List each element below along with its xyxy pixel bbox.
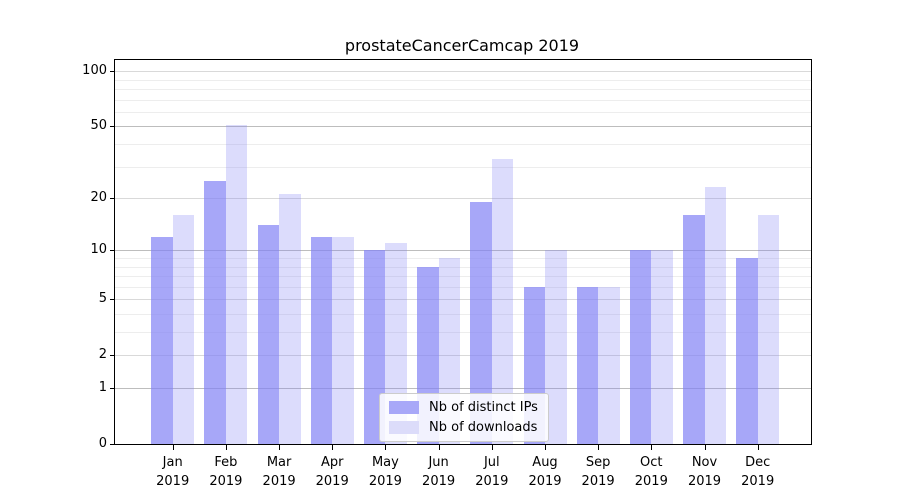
bar-downloads-oct — [651, 250, 673, 444]
y-tick-mark-20 — [110, 198, 114, 200]
y-tick-label-10: 10 — [90, 242, 107, 258]
bar-distinct-ips-sep — [576, 286, 599, 444]
gridline-y20 — [115, 198, 811, 200]
bar-downloads-nov — [704, 187, 726, 444]
gridline-minor-y4 — [115, 314, 811, 315]
bar-downloads-sep — [598, 286, 620, 444]
gridline-minor-y30 — [115, 166, 811, 168]
x-tick-label-oct: Oct 2019 — [634, 455, 668, 489]
y-tick-mark-0 — [110, 444, 114, 445]
bar-downloads-mar — [279, 194, 301, 444]
x-tick-label-nov: Nov 2019 — [687, 455, 722, 489]
gridline-minor-y70 — [115, 99, 811, 101]
bar-distinct-ips-oct — [629, 250, 652, 444]
bar-downloads-feb — [225, 124, 248, 444]
x-tick-mark-dec — [757, 445, 759, 450]
x-tick-label-dec: Dec 2019 — [741, 455, 775, 489]
gridline-y100 — [115, 71, 811, 73]
gridline-minor-y7 — [115, 276, 811, 277]
x-tick-label-jun: Jun 2019 — [422, 455, 456, 489]
gridline-y50 — [115, 126, 811, 128]
bar-downloads-jan — [172, 215, 195, 444]
y-tick-label-20: 20 — [90, 190, 107, 206]
bar-distinct-ips-apr — [310, 236, 333, 444]
gridline-y1 — [115, 388, 811, 389]
y-tick-label-0: 0 — [98, 436, 107, 451]
bar-downloads-jul — [491, 159, 514, 444]
x-tick-mark-apr — [332, 445, 334, 450]
gridline-minor-y9 — [115, 258, 811, 259]
bar-distinct-ips-mar — [257, 225, 280, 444]
legend-label-downloads: Nb of downloads — [429, 420, 538, 435]
gridline-minor-y60 — [115, 111, 811, 113]
x-tick-label-sep: Sep 2019 — [581, 455, 615, 489]
gridline-y2 — [115, 355, 811, 357]
legend-item-downloads: Nb of downloads — [389, 420, 538, 435]
x-tick-label-apr: Apr 2019 — [315, 455, 349, 489]
gridline-minor-y8 — [115, 266, 811, 268]
x-tick-label-aug: Aug 2019 — [528, 455, 562, 489]
x-tick-mark-mar — [279, 445, 281, 450]
bar-downloads-aug — [545, 250, 567, 444]
gridline-minor-y3 — [115, 332, 811, 333]
bar-downloads-apr — [332, 236, 354, 444]
y-tick-mark-50 — [110, 126, 114, 128]
gridline-minor-y40 — [115, 144, 811, 145]
x-tick-mark-sep — [598, 445, 600, 450]
y-tick-label-1: 1 — [98, 380, 107, 395]
chart-title: prostateCancerCamcap 2019 — [344, 36, 580, 55]
y-tick-label-50: 50 — [90, 118, 107, 134]
x-tick-label-feb: Feb 2019 — [209, 455, 243, 489]
x-tick-mark-oct — [651, 445, 653, 450]
plot-area: 100 50 20 10 5 2 1 0 Jan 2019 Feb 2019 Mar 2019 Apr… — [82, 59, 812, 489]
gridline-y5 — [115, 299, 811, 301]
y-tick-label-100: 100 — [82, 63, 107, 79]
x-tick-mark-jul — [491, 445, 493, 450]
legend-swatch-downloads — [389, 421, 419, 434]
bar-distinct-ips-dec — [736, 258, 758, 444]
y-tick-mark-5 — [110, 299, 114, 301]
gridline-minor-y90 — [115, 79, 811, 81]
bar-distinct-ips-nov — [683, 215, 705, 444]
x-tick-mark-aug — [545, 445, 546, 450]
y-tick-mark-100 — [110, 71, 114, 73]
bar-distinct-ips-feb — [204, 180, 226, 444]
gridline-y10 — [115, 250, 811, 252]
y-tick-mark-2 — [110, 355, 114, 357]
legend-label-distinct-ips: Nb of distinct IPs — [429, 400, 538, 415]
bar-distinct-ips-jan — [151, 236, 173, 444]
x-tick-label-jul: Jul 2019 — [475, 455, 509, 489]
x-tick-mark-jun — [438, 445, 440, 450]
x-tick-label-may: May 2019 — [368, 455, 402, 489]
bar-downloads-dec — [757, 215, 780, 444]
y-tick-label-5: 5 — [98, 291, 107, 307]
x-tick-label-mar: Mar 2019 — [262, 455, 296, 489]
y-tick-mark-10 — [110, 250, 114, 252]
legend-item-distinct-ips: Nb of distinct IPs — [389, 400, 538, 415]
legend-swatch-distinct-ips — [389, 401, 419, 414]
x-tick-label-jan: Jan 2019 — [156, 455, 190, 489]
gridline-minor-y6 — [115, 286, 811, 288]
x-tick-mark-may — [385, 445, 387, 450]
y-tick-label-2: 2 — [98, 347, 107, 363]
x-tick-mark-feb — [225, 445, 227, 450]
y-tick-mark-1 — [110, 388, 114, 389]
x-tick-mark-nov — [704, 445, 706, 450]
legend: Nb of distinct IPs Nb of downloads — [379, 393, 549, 442]
x-tick-mark-jan — [172, 445, 174, 450]
bar-distinct-ips-jul — [470, 202, 492, 444]
gridline-minor-y80 — [115, 89, 811, 90]
